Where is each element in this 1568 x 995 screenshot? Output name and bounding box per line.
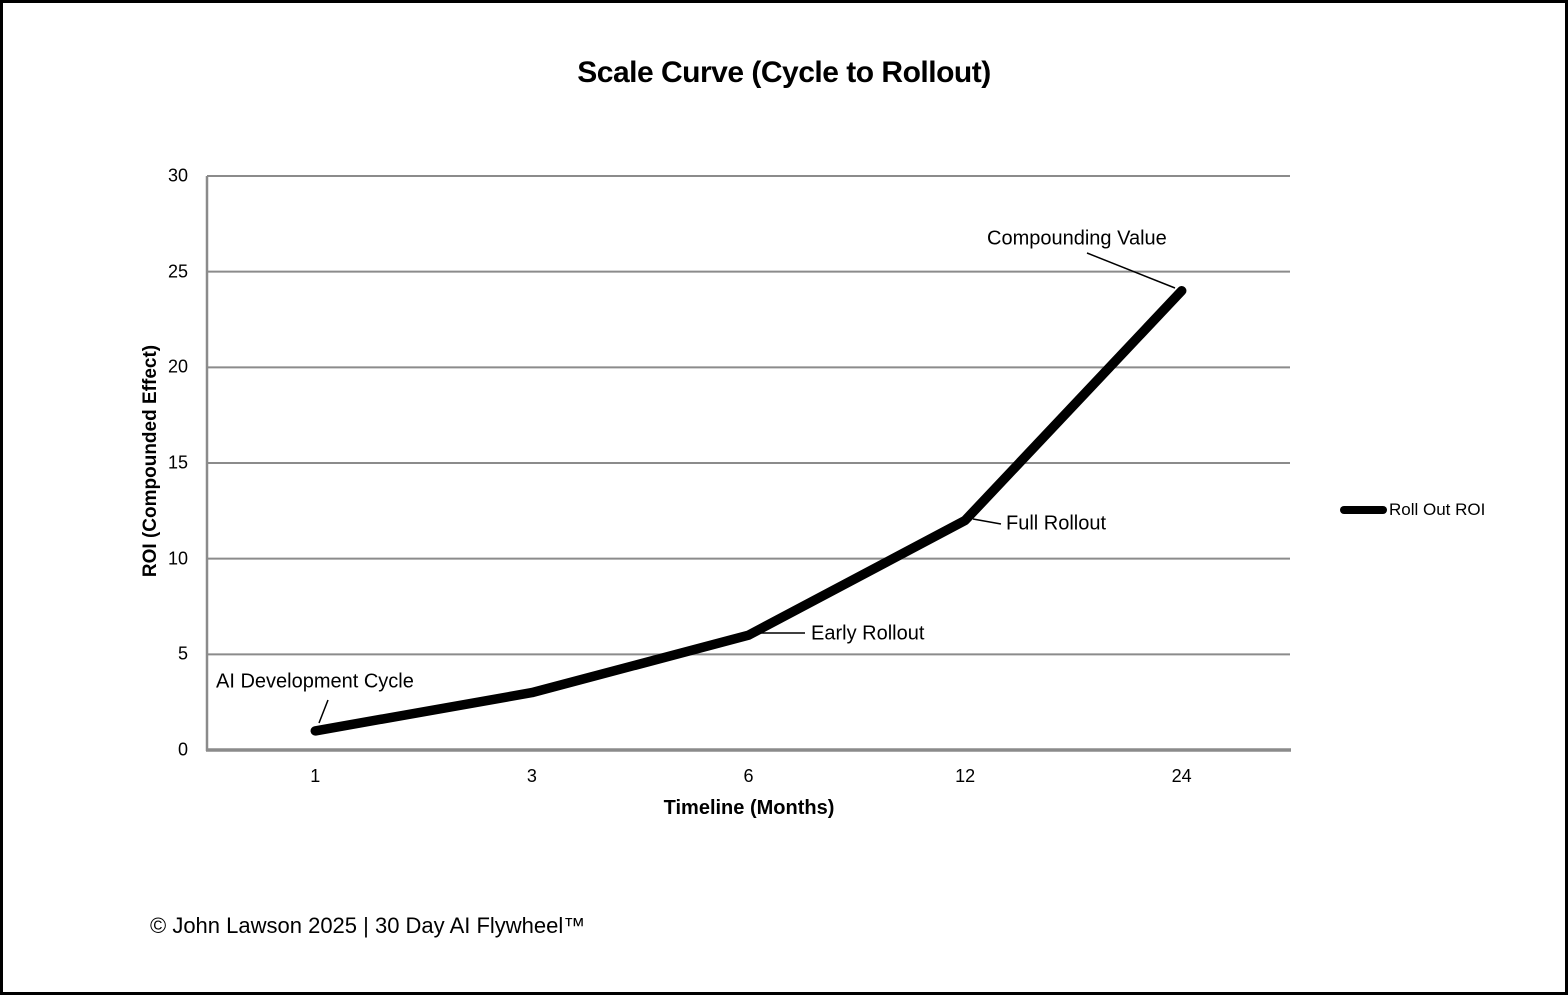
- y-tick-label: 25: [167, 261, 188, 282]
- y-tick-label: 15: [167, 452, 188, 473]
- y-tick-label: 10: [167, 548, 188, 569]
- x-tick-label: 6: [743, 766, 754, 786]
- x-tick-label: 1: [310, 766, 321, 786]
- annotation-label: Early Rollout: [811, 622, 925, 645]
- legend-line-swatch: [1340, 506, 1387, 514]
- plot-area: [205, 175, 1291, 752]
- copyright-text: © John Lawson 2025 | 30 Day AI Flywheel™: [150, 913, 586, 938]
- x-axis-title: Timeline (Months): [663, 797, 835, 819]
- legend-label: Roll Out ROI: [1389, 500, 1486, 519]
- x-tick-label: 3: [526, 766, 537, 786]
- y-tick-label: 0: [177, 739, 188, 760]
- annotation-label: Full Rollout: [1006, 512, 1107, 535]
- y-tick-label: 30: [167, 165, 188, 186]
- annotation-label: Compounding Value: [987, 227, 1167, 250]
- legend: Roll Out ROI: [1340, 500, 1485, 520]
- x-tick-label: 12: [955, 766, 976, 786]
- annotation-leader-line: [318, 699, 329, 724]
- y-tick-label: 5: [177, 643, 188, 664]
- roi-line-series: [310, 286, 1187, 736]
- annotation-leader-line: [1086, 252, 1176, 289]
- x-tick-label: 24: [1171, 766, 1192, 786]
- annotation-label: AI Development Cycle: [216, 670, 414, 693]
- chart-title: Scale Curve (Cycle to Rollout): [577, 56, 991, 89]
- y-tick-label: 20: [167, 356, 188, 377]
- annotation-leader-line: [972, 518, 1002, 525]
